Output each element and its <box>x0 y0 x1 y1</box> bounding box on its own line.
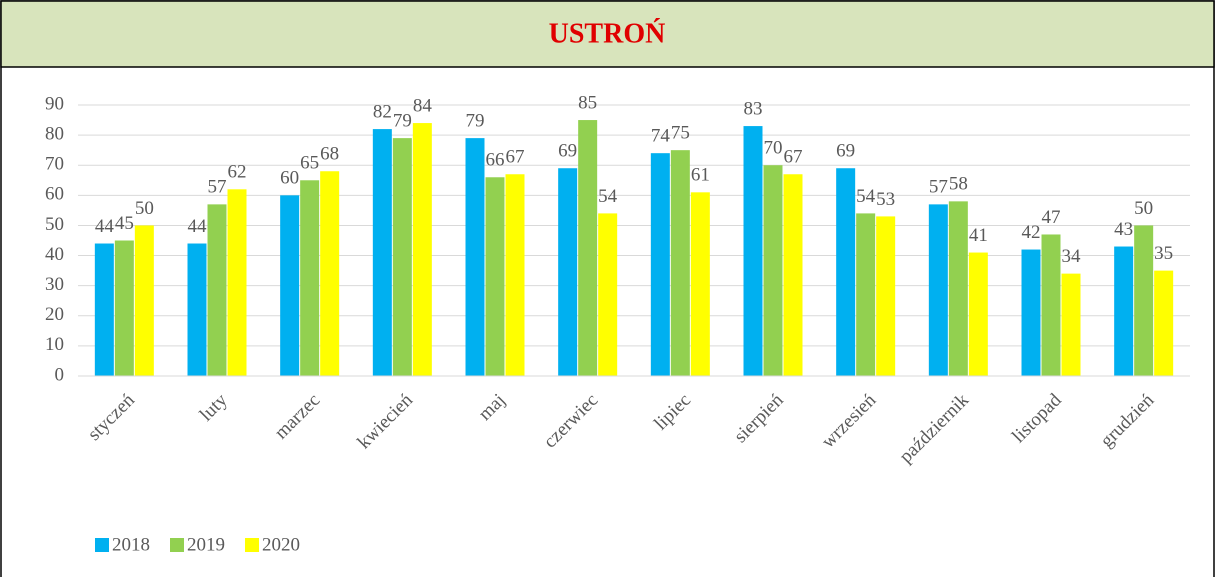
bar <box>836 168 856 376</box>
bar <box>187 243 207 376</box>
data-label: 35 <box>1154 243 1173 264</box>
bar <box>372 129 392 376</box>
data-label: 47 <box>1042 207 1061 228</box>
y-tick-label: 0 <box>55 364 65 385</box>
data-label: 82 <box>373 101 392 122</box>
legend-label: 2018 <box>112 534 150 555</box>
y-tick-label: 60 <box>45 184 64 205</box>
data-label: 67 <box>506 147 525 168</box>
data-label: 58 <box>949 174 968 195</box>
data-label: 84 <box>413 95 433 116</box>
data-label: 57 <box>929 177 948 198</box>
data-label: 62 <box>228 162 247 183</box>
bar <box>856 213 876 376</box>
bar <box>1041 234 1061 376</box>
chart-title: USTROŃ <box>549 18 666 49</box>
data-label: 60 <box>280 168 299 189</box>
data-label: 85 <box>578 92 597 113</box>
bar <box>1134 225 1154 376</box>
y-tick-label: 90 <box>45 93 64 114</box>
bar <box>485 177 505 376</box>
data-label: 68 <box>320 144 339 165</box>
legend-label: 2019 <box>187 534 225 555</box>
data-label: 42 <box>1022 222 1041 243</box>
data-label: 70 <box>764 138 783 159</box>
data-label: 61 <box>691 165 710 186</box>
data-label: 54 <box>856 186 876 207</box>
bar <box>392 138 412 376</box>
bar <box>94 243 114 376</box>
legend-label: 2020 <box>262 534 300 555</box>
y-tick-label: 50 <box>45 214 64 235</box>
y-tick-label: 70 <box>45 154 64 175</box>
legend-swatch <box>170 538 184 552</box>
data-label: 44 <box>95 216 115 237</box>
data-label: 57 <box>208 177 227 198</box>
bar <box>1061 273 1081 376</box>
data-label: 50 <box>1134 198 1153 219</box>
data-label: 74 <box>651 126 671 147</box>
legend-swatch <box>95 538 109 552</box>
data-label: 43 <box>1114 219 1133 240</box>
bar <box>743 126 763 376</box>
title-band <box>0 0 1215 68</box>
data-label: 41 <box>969 225 988 246</box>
data-label: 44 <box>188 216 208 237</box>
legend-swatch <box>245 538 259 552</box>
data-label: 34 <box>1062 246 1082 267</box>
data-label: 69 <box>836 141 855 162</box>
y-tick-label: 10 <box>45 334 64 355</box>
data-label: 50 <box>135 198 154 219</box>
bar <box>763 165 783 376</box>
data-label: 66 <box>486 150 505 171</box>
data-label: 69 <box>558 141 577 162</box>
bar <box>876 216 896 376</box>
y-tick-label: 20 <box>45 304 64 325</box>
data-label: 79 <box>466 110 485 131</box>
bar <box>1114 246 1134 376</box>
data-label: 67 <box>784 147 803 168</box>
bar <box>465 138 485 376</box>
y-tick-label: 30 <box>45 274 64 295</box>
bar <box>783 174 803 376</box>
data-label: 45 <box>115 213 134 234</box>
data-label: 83 <box>744 98 763 119</box>
bar <box>1154 270 1174 376</box>
data-label: 75 <box>671 123 690 144</box>
bar <box>948 201 968 376</box>
bar <box>650 153 670 376</box>
bar <box>207 204 227 376</box>
data-label: 79 <box>393 110 412 131</box>
y-tick-label: 40 <box>45 244 64 265</box>
bar <box>114 240 134 376</box>
bar <box>134 225 154 376</box>
data-label: 65 <box>300 153 319 174</box>
bar <box>968 252 988 376</box>
data-label: 54 <box>598 186 618 207</box>
bar <box>412 123 432 376</box>
y-tick-label: 80 <box>45 123 64 144</box>
bar <box>320 171 340 376</box>
bar <box>227 189 247 376</box>
bar <box>670 150 690 376</box>
bar <box>558 168 578 376</box>
bar <box>300 180 320 376</box>
bar <box>928 204 948 376</box>
data-label: 53 <box>876 189 895 210</box>
bar <box>505 174 525 376</box>
bar <box>598 213 618 376</box>
bar <box>280 195 300 376</box>
bar <box>578 120 598 376</box>
bar <box>690 192 710 376</box>
bar <box>1021 249 1041 376</box>
